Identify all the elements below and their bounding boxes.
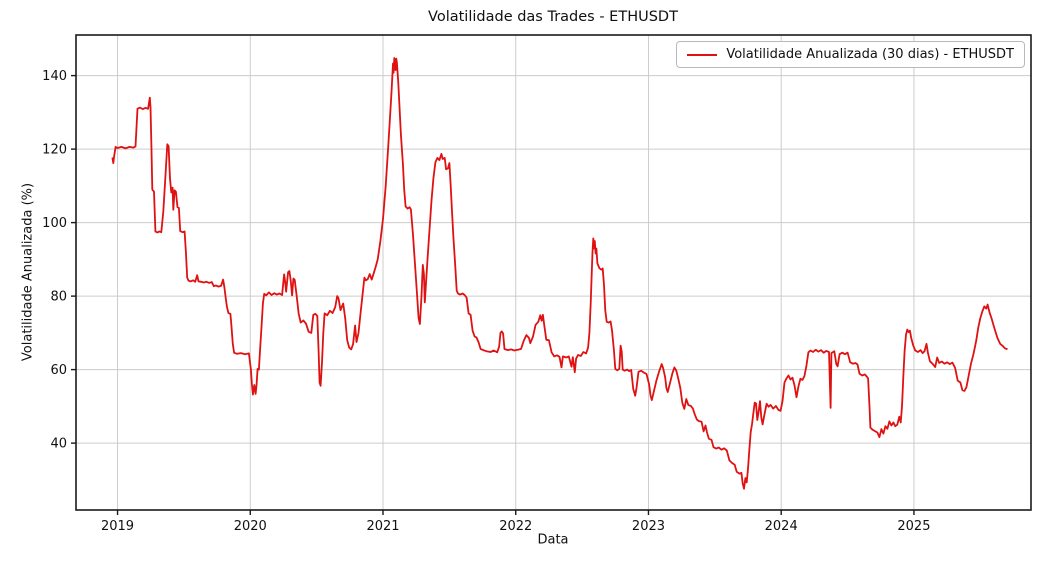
- legend-label: Volatilidade Anualizada (30 dias) - ETHU…: [726, 47, 1014, 62]
- chart-title: Volatilidade das Trades - ETHUSDT: [428, 9, 678, 25]
- y-axis-label: Volatilidade Anualizada (%): [20, 182, 36, 362]
- x-tick-label: 2025: [897, 519, 930, 534]
- legend-line-swatch: [687, 53, 718, 56]
- x-tick-label: 2020: [234, 519, 267, 534]
- y-tick-label: 100: [42, 216, 67, 231]
- legend: Volatilidade Anualizada (30 dias) - ETHU…: [676, 41, 1025, 68]
- x-tick-label: 2022: [499, 519, 532, 534]
- y-tick-label: 60: [50, 363, 67, 378]
- x-axis-label: Data: [537, 532, 569, 548]
- axes-frame: [75, 34, 1032, 511]
- x-tick-label: 2024: [765, 519, 798, 534]
- y-tick-label: 40: [50, 437, 67, 452]
- y-tick-label: 120: [42, 143, 67, 158]
- volatility-line-series: [111, 57, 1008, 490]
- x-tick-label: 2019: [101, 519, 134, 534]
- x-tick-label: 2021: [366, 519, 399, 534]
- x-tick-label: 2023: [632, 519, 665, 534]
- y-tick-label: 140: [42, 69, 67, 84]
- y-tick-label: 80: [50, 290, 67, 305]
